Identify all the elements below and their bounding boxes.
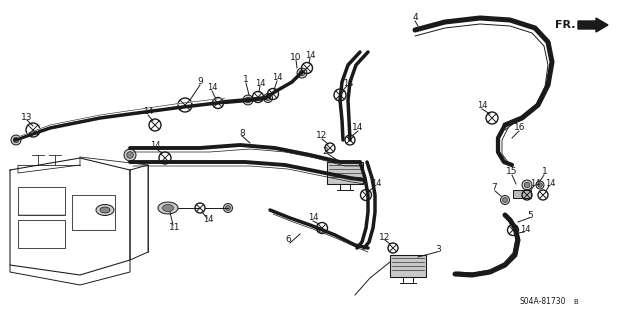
Text: 3: 3 xyxy=(435,246,441,255)
Text: 14: 14 xyxy=(272,73,282,83)
Text: 16: 16 xyxy=(515,123,525,132)
Text: 10: 10 xyxy=(291,53,301,62)
Circle shape xyxy=(245,97,251,103)
Circle shape xyxy=(13,137,19,143)
Circle shape xyxy=(124,149,136,161)
Circle shape xyxy=(266,95,271,100)
FancyBboxPatch shape xyxy=(390,255,426,277)
Text: 14: 14 xyxy=(520,226,531,234)
Circle shape xyxy=(225,205,230,211)
Ellipse shape xyxy=(96,204,114,216)
Text: 5: 5 xyxy=(527,211,533,219)
Bar xyxy=(18,187,65,215)
Text: 14: 14 xyxy=(545,179,556,188)
Text: 8: 8 xyxy=(239,129,245,137)
FancyArrow shape xyxy=(578,18,608,32)
Bar xyxy=(72,195,115,230)
Circle shape xyxy=(502,197,508,203)
Circle shape xyxy=(297,68,307,78)
Text: 14: 14 xyxy=(255,78,265,87)
Text: FR.: FR. xyxy=(554,20,575,30)
Text: B: B xyxy=(573,299,578,305)
Circle shape xyxy=(243,95,253,105)
Circle shape xyxy=(500,196,509,204)
Text: 14: 14 xyxy=(352,123,364,132)
Text: 12: 12 xyxy=(380,233,390,241)
Circle shape xyxy=(538,183,542,187)
Circle shape xyxy=(264,93,273,102)
Text: 14: 14 xyxy=(371,179,381,188)
Circle shape xyxy=(223,204,232,212)
Text: 14: 14 xyxy=(343,78,353,87)
Text: 14: 14 xyxy=(150,140,160,150)
Text: 4: 4 xyxy=(412,13,418,23)
Text: 14: 14 xyxy=(308,213,318,222)
Circle shape xyxy=(522,180,532,190)
Text: 15: 15 xyxy=(506,167,518,176)
Text: 6: 6 xyxy=(285,235,291,244)
Ellipse shape xyxy=(100,207,110,213)
Text: 13: 13 xyxy=(21,113,33,122)
Ellipse shape xyxy=(163,204,173,211)
Text: 14: 14 xyxy=(207,84,217,93)
Circle shape xyxy=(536,181,544,189)
Text: 14: 14 xyxy=(477,101,487,110)
Text: 2: 2 xyxy=(322,147,328,157)
Text: 9: 9 xyxy=(197,78,203,86)
Text: 12: 12 xyxy=(316,131,328,140)
Text: 1: 1 xyxy=(243,76,249,85)
FancyBboxPatch shape xyxy=(327,162,363,184)
Text: 1: 1 xyxy=(542,167,548,176)
Text: 14: 14 xyxy=(143,108,153,116)
Text: 7: 7 xyxy=(491,183,497,192)
Text: 14: 14 xyxy=(530,179,540,188)
Text: 14: 14 xyxy=(203,216,213,225)
Text: S04A-81730: S04A-81730 xyxy=(520,298,566,307)
Circle shape xyxy=(524,182,530,188)
Bar xyxy=(513,190,531,198)
Circle shape xyxy=(300,70,305,76)
Ellipse shape xyxy=(158,202,178,214)
Circle shape xyxy=(11,135,21,145)
Text: 11: 11 xyxy=(169,224,180,233)
Bar xyxy=(18,220,65,248)
Text: 14: 14 xyxy=(305,50,316,60)
Circle shape xyxy=(127,152,133,158)
